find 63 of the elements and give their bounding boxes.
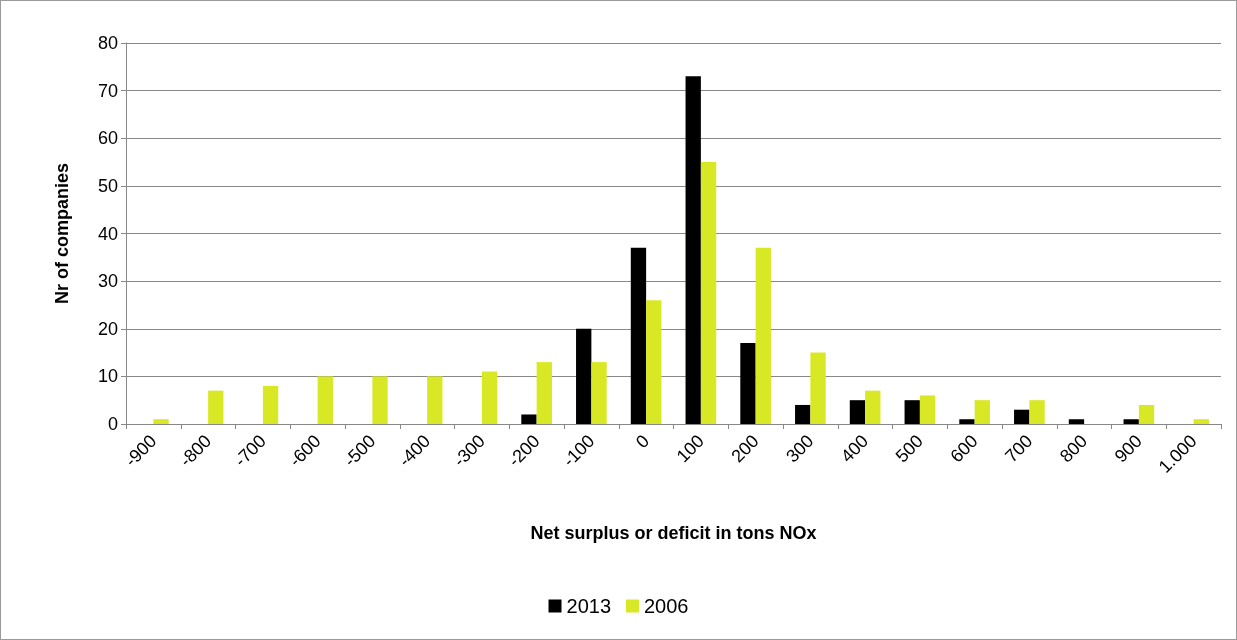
bar: [576, 328, 592, 424]
x-tick-label: 300: [782, 430, 818, 467]
bar: [849, 400, 866, 424]
y-axis-title: Nr of companies: [52, 162, 72, 305]
bar: [372, 376, 388, 424]
legend-label: 2006: [644, 595, 689, 617]
bar: [904, 400, 920, 424]
bar: [919, 395, 936, 424]
bar: [1068, 419, 1085, 424]
bar: [536, 362, 552, 424]
bar: [427, 376, 443, 424]
bar: [1123, 419, 1139, 424]
y-tick-label: 50: [97, 175, 118, 196]
bar: [481, 371, 498, 424]
x-tick-label: 100: [672, 430, 708, 467]
y-tick-label: 40: [97, 223, 118, 244]
bar: [795, 404, 811, 424]
bar: [630, 247, 647, 424]
x-tick-label: 800: [1055, 430, 1092, 467]
x-tick-label: 500: [891, 430, 927, 467]
bar: [974, 400, 990, 424]
x-axis-title: Net surplus or deficit in tons NOx: [530, 523, 817, 543]
x-tick-label: -500: [339, 430, 380, 471]
bar: [591, 362, 607, 424]
bar: [521, 414, 537, 424]
bar: [262, 385, 279, 424]
y-tick-label: 0: [107, 414, 118, 434]
bar: [685, 76, 701, 424]
y-tick-label: 20: [97, 318, 118, 339]
x-tick-label: -700: [230, 430, 270, 471]
bar: [740, 343, 756, 424]
bar: [646, 300, 662, 424]
bar: [1029, 400, 1045, 424]
x-tick-label: 900: [1110, 430, 1146, 467]
bar: [865, 390, 881, 424]
bar: [1193, 419, 1209, 424]
y-tick-label: 10: [97, 366, 118, 387]
bar: [1138, 404, 1155, 424]
x-tick-label: 600: [946, 430, 982, 467]
x-tick-label: -900: [120, 430, 161, 471]
bar: [810, 352, 826, 424]
bar: [959, 419, 975, 424]
y-tick-label: 80: [97, 33, 118, 53]
y-tick-label: 60: [97, 128, 118, 149]
bar: [153, 419, 169, 424]
bar: [208, 390, 224, 424]
x-tick-label: -100: [558, 430, 599, 471]
bar: [755, 247, 771, 424]
x-tick-label: 0: [631, 430, 654, 453]
x-tick-label: -300: [449, 430, 489, 471]
y-tick-label: 30: [97, 271, 118, 292]
x-tick-label: -200: [504, 430, 544, 471]
legend-label: 2013: [566, 595, 612, 617]
x-tick-label: 200: [727, 430, 763, 467]
x-tick-label: -400: [394, 430, 435, 471]
y-tick-label: 70: [97, 80, 118, 101]
x-tick-label: -800: [175, 430, 216, 471]
bar: [700, 162, 717, 424]
bar: [1014, 409, 1030, 424]
x-tick-label: 700: [1001, 430, 1037, 467]
bar: [317, 376, 333, 424]
x-tick-label: 400: [836, 430, 873, 467]
x-tick-label: -600: [285, 430, 325, 471]
